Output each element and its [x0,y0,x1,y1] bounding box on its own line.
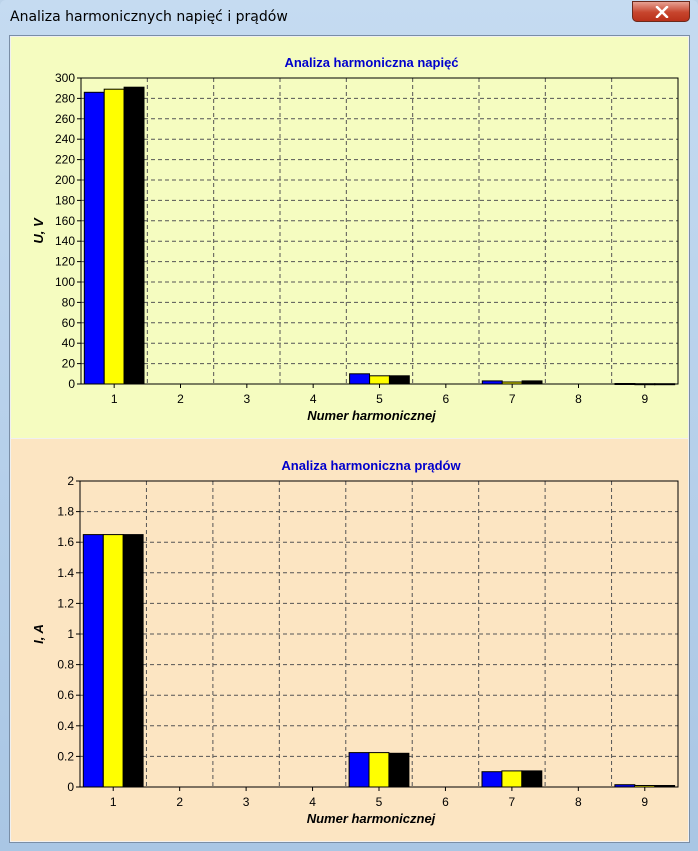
y-tick-label: 0.8 [57,658,74,672]
x-tick-label: 9 [641,392,648,406]
chart-title: Analiza harmoniczna prądów [281,458,461,473]
y-tick-label: 20 [62,357,76,371]
y-tick-label: 1.6 [57,535,74,549]
x-tick-label: 9 [641,795,648,809]
y-tick-label: 260 [55,112,75,126]
x-tick-label: 4 [309,795,316,809]
bar-series-2-h1 [102,534,124,788]
x-tick-label: 8 [575,795,582,809]
bar-series-1-h7 [481,771,503,788]
y-tick-label: 280 [55,91,75,105]
y-tick-label: 80 [62,295,76,309]
x-tick-label: 1 [111,392,118,406]
chart-title: Analiza harmoniczna napięć [284,55,458,70]
y-tick-label: 140 [55,234,75,248]
y-axis-label: I, A [31,624,46,644]
x-tick-label: 4 [310,392,317,406]
x-tick-label: 7 [509,795,516,809]
close-icon [655,6,669,18]
bar-series-1-h1 [83,91,105,385]
x-tick-label: 1 [110,795,117,809]
x-tick-label: 5 [376,795,383,809]
x-tick-label: 6 [442,795,449,809]
y-tick-label: 220 [55,153,75,167]
y-tick-label: 100 [55,275,75,289]
bar-series-2-h5 [368,752,390,788]
bar-series-3-h1 [122,534,144,788]
y-tick-label: 240 [55,132,75,146]
plot-area [81,78,678,384]
y-tick-label: 0.4 [57,719,74,733]
bar-series-1-h5 [348,752,370,788]
y-tick-label: 1 [67,627,74,641]
y-tick-label: 0.6 [57,688,74,702]
axes-frame [79,480,679,788]
window-title: Analiza harmonicznych napięć i prądów [10,9,288,25]
plot-area [80,481,678,787]
y-tick-label: 1.4 [57,566,74,580]
x-axis-label: Numer harmonicznej [307,408,436,423]
y-tick-label: 0.2 [57,749,74,763]
voltage-harmonics-chart: Analiza harmoniczna napięć02040608010012… [31,55,679,423]
bar-series-3-h5 [388,752,410,788]
bar-series-3-h1 [123,86,145,385]
x-tick-label: 3 [243,795,250,809]
bar-series-1-h1 [82,534,104,788]
y-tick-label: 180 [55,193,75,207]
y-tick-label: 60 [62,316,76,330]
x-tick-label: 8 [575,392,582,406]
x-axis-label: Numer harmonicznej [307,811,436,826]
title-bar[interactable]: Analiza harmonicznych napięć i prądów [0,0,698,34]
y-tick-label: 200 [55,173,75,187]
bar-series-2-h1 [103,88,125,385]
x-tick-label: 3 [243,392,250,406]
close-button[interactable] [632,1,690,22]
x-tick-label: 5 [376,392,383,406]
bar-series-3-h5 [388,375,410,385]
y-tick-label: 2 [67,474,74,488]
y-axis-label: U, V [31,217,46,244]
current-harmonics-chart: Analiza harmoniczna prądów 0 0.2 0.4 0.6 0.8 1… [31,458,679,826]
bar-series-3-h7 [521,770,543,788]
y-tick-label: 0 [68,377,75,391]
client-area: Analiza harmoniczna napięć 0 20 40 60 80 100 12… [9,35,690,843]
y-tick-label: 120 [55,255,75,269]
voltage-chart-panel: Analiza harmoniczna napięć 0 20 40 60 80 100 12… [11,37,688,438]
current-chart-panel: Analiza harmoniczna prądów 0 0.2 0.4 0.6 0.8 1… [11,439,688,841]
x-tick-label: 6 [442,392,449,406]
y-tick-label: 0 [67,780,74,794]
y-tick-label: 300 [55,71,75,85]
y-tick-label: 1.8 [57,505,74,519]
axes-frame [80,77,679,385]
bar-series-1-h5 [349,373,371,385]
x-tick-label: 7 [509,392,516,406]
bar-series-2-h7 [501,770,523,788]
y-tick-label: 1.2 [57,596,74,610]
x-tick-label: 2 [176,795,183,809]
y-tick-label: 160 [55,214,75,228]
bar-series-2-h5 [369,375,391,385]
y-tick-label: 40 [62,336,76,350]
x-tick-label: 2 [177,392,184,406]
